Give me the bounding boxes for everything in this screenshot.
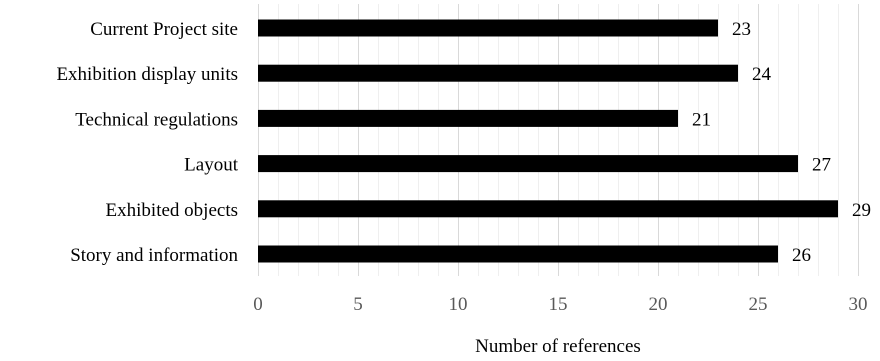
bar-1 xyxy=(258,64,738,82)
value-labels: 23 24 21 27 29 26 xyxy=(692,19,871,266)
category-label: Technical regulations xyxy=(75,109,238,130)
x-tick-label: 10 xyxy=(449,294,468,315)
gridlines xyxy=(258,4,859,276)
value-label: 26 xyxy=(792,245,811,266)
x-axis-title: Number of references xyxy=(475,336,641,357)
category-label: Exhibited objects xyxy=(106,200,238,221)
x-tick-label: 5 xyxy=(353,294,363,315)
category-labels: Current Project site Exhibition display u… xyxy=(56,19,238,266)
bar-3 xyxy=(258,155,798,173)
bar-5 xyxy=(258,245,778,263)
x-tick-label: 30 xyxy=(849,294,868,315)
x-tick-label: 15 xyxy=(549,294,568,315)
x-tick-label: 25 xyxy=(749,294,768,315)
bar-4 xyxy=(258,200,838,218)
category-label: Story and information xyxy=(70,245,238,266)
value-label: 23 xyxy=(732,19,751,40)
value-label: 27 xyxy=(812,155,831,176)
category-label: Exhibition display units xyxy=(56,64,238,85)
x-tick-label: 0 xyxy=(253,294,263,315)
value-label: 24 xyxy=(752,64,772,85)
category-label: Current Project site xyxy=(90,19,238,40)
bar-2 xyxy=(258,109,678,127)
bar-0 xyxy=(258,19,718,37)
category-label: Layout xyxy=(184,155,239,176)
value-label: 21 xyxy=(692,109,711,130)
value-label: 29 xyxy=(852,200,871,221)
x-tick-label: 20 xyxy=(649,294,668,315)
bars xyxy=(258,19,838,263)
x-tick-labels: 0 5 10 15 20 25 30 xyxy=(253,294,867,315)
